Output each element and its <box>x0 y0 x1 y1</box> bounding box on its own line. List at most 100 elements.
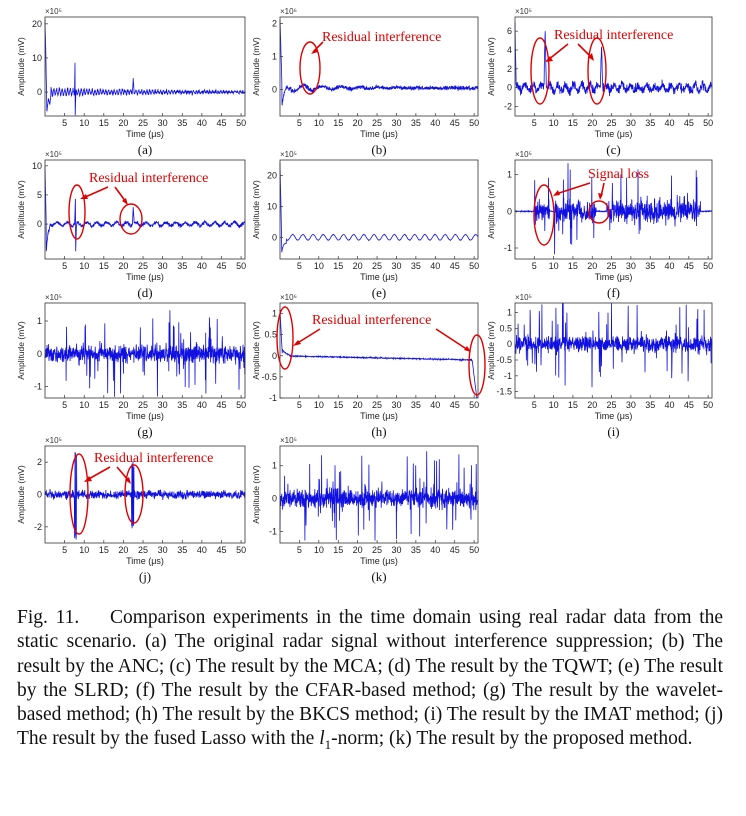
subplot-c: 5 10 15 20 25 30 35 40 45 50 -2 0 2 4 6 ×10⁵ Amplitude (… <box>486 7 713 157</box>
axes-box-b <box>279 16 479 117</box>
x-tick-label-e: 30 <box>391 261 401 271</box>
y-tick-label-a: 20 <box>32 19 42 29</box>
y-tick-label-j: 0 <box>37 490 42 500</box>
x-tick-label-j: 35 <box>177 545 187 555</box>
x-tick-label-j: 5 <box>62 545 67 555</box>
x-tick-label-a: 25 <box>138 118 148 128</box>
subplot-b: 5 10 15 20 25 30 35 40 45 50 0 1 2×10⁶ Amplitude (mV)… <box>251 7 479 157</box>
panel-label-b: (b) <box>371 142 386 157</box>
x-tick-label-f: 10 <box>549 261 559 271</box>
x-tick-label-f: 50 <box>703 261 713 271</box>
annotation-h-arrowhead-1 <box>293 340 301 346</box>
y-tick-label-i: -1.5 <box>496 387 512 397</box>
y-axis-label-g: Amplitude (mV) <box>16 321 26 380</box>
annotation-j-arrowhead-2 <box>125 477 131 484</box>
annotation-d-residual-label: Residual interference <box>89 171 208 186</box>
x-tick-label-f: 20 <box>587 261 597 271</box>
x-tick-label-i: 50 <box>703 400 713 410</box>
x-tick-label-j: 25 <box>138 545 148 555</box>
x-tick-label-a: 50 <box>236 118 246 128</box>
x-tick-label-i: 5 <box>532 400 537 410</box>
x-tick-label-g: 30 <box>158 400 168 410</box>
axes-box-f <box>514 159 713 260</box>
x-tick-label-b: 45 <box>450 118 460 128</box>
x-tick-label-k: 20 <box>353 545 363 555</box>
y-tick-label-k: 0 <box>272 494 277 504</box>
x-tick-label-i: 10 <box>549 400 559 410</box>
x-tick-label-g: 10 <box>79 400 89 410</box>
x-tick-label-e: 25 <box>372 261 382 271</box>
x-tick-label-e: 35 <box>411 261 421 271</box>
y-axis-label-j: Amplitude (mV) <box>16 465 26 524</box>
x-tick-label-i: 25 <box>607 400 617 410</box>
y-exponent-d: ×10⁵ <box>45 150 62 159</box>
annotation-f-arrowhead-1 <box>553 190 560 196</box>
y-axis-label-k: Amplitude (mV) <box>251 465 261 524</box>
signal-trace-e <box>279 162 479 253</box>
annotation-c-residual-label: Residual interference <box>554 28 673 43</box>
x-tick-label-f: 40 <box>665 261 675 271</box>
x-tick-label-d: 40 <box>197 261 207 271</box>
y-tick-label-i: 0 <box>507 339 512 349</box>
y-tick-label-h: -0.5 <box>261 372 277 382</box>
x-tick-label-j: 50 <box>236 545 246 555</box>
x-tick-label-k: 15 <box>333 545 343 555</box>
x-tick-label-h: 25 <box>372 400 382 410</box>
x-tick-label-a: 10 <box>79 118 89 128</box>
x-tick-label-k: 50 <box>469 545 479 555</box>
x-tick-label-b: 30 <box>391 118 401 128</box>
axes-box-i <box>514 302 713 399</box>
annotation-h-arrowhead-2 <box>464 346 471 352</box>
panel-label-h: (h) <box>371 424 386 439</box>
y-tick-label-i: -1 <box>504 371 512 381</box>
axes-box-e <box>279 159 479 260</box>
annotation-j-arrow-1 <box>86 466 111 481</box>
signal-trace-f <box>514 163 713 255</box>
signal-trace-h <box>279 309 479 399</box>
y-tick-label-a: 10 <box>32 53 42 63</box>
y-tick-label-b: 1 <box>272 52 277 62</box>
y-tick-label-c: 2 <box>507 64 512 74</box>
x-tick-label-h: 30 <box>391 400 401 410</box>
x-tick-label-b: 40 <box>430 118 440 128</box>
x-tick-label-e: 5 <box>297 261 302 271</box>
x-tick-label-g: 20 <box>118 400 128 410</box>
y-tick-label-f: -1 <box>504 243 512 253</box>
signal-trace-g <box>44 310 246 397</box>
x-tick-label-a: 45 <box>216 118 226 128</box>
x-tick-label-f: 35 <box>645 261 655 271</box>
x-tick-label-e: 15 <box>333 261 343 271</box>
x-tick-label-g: 50 <box>236 400 246 410</box>
x-tick-label-a: 40 <box>197 118 207 128</box>
x-axis-label-c: Time (μs) <box>595 129 633 139</box>
y-tick-label-c: 6 <box>507 26 512 36</box>
panel-label-f: (f) <box>607 285 620 300</box>
x-tick-label-d: 15 <box>99 261 109 271</box>
x-tick-label-e: 50 <box>469 261 479 271</box>
x-axis-label-i: Time (μs) <box>595 411 633 421</box>
x-tick-label-b: 20 <box>353 118 363 128</box>
x-tick-label-d: 5 <box>62 261 67 271</box>
x-tick-label-a: 5 <box>62 118 67 128</box>
x-tick-label-b: 5 <box>297 118 302 128</box>
x-tick-label-k: 35 <box>411 545 421 555</box>
x-tick-label-h: 15 <box>333 400 343 410</box>
x-tick-label-c: 30 <box>626 118 636 128</box>
caption-text-end: -norm; (k) The result by the proposed me… <box>331 728 693 750</box>
x-tick-label-k: 10 <box>314 545 324 555</box>
axes-box-c <box>514 16 713 117</box>
axes-box-d <box>44 159 246 260</box>
subplot-i: 5 10 15 20 25 30 35 40 45 50 -1.5 -1 -0.5 0 0.5 1×10⁵ Am… <box>486 293 713 439</box>
annotation-layer: Residual interference Residual interfere… <box>68 28 673 535</box>
x-tick-label-i: 30 <box>626 400 636 410</box>
y-tick-label-i: 0.5 <box>499 323 512 333</box>
y-axis-label-e: Amplitude (mV) <box>251 180 261 239</box>
x-tick-label-g: 5 <box>62 400 67 410</box>
y-exponent-e: ×10⁵ <box>280 150 297 159</box>
x-tick-label-i: 15 <box>568 400 578 410</box>
x-tick-label-d: 45 <box>216 261 226 271</box>
y-axis-label-b: Amplitude (mV) <box>251 37 261 96</box>
y-tick-label-h: 0 <box>272 351 277 361</box>
signal-trace-i <box>514 302 713 388</box>
